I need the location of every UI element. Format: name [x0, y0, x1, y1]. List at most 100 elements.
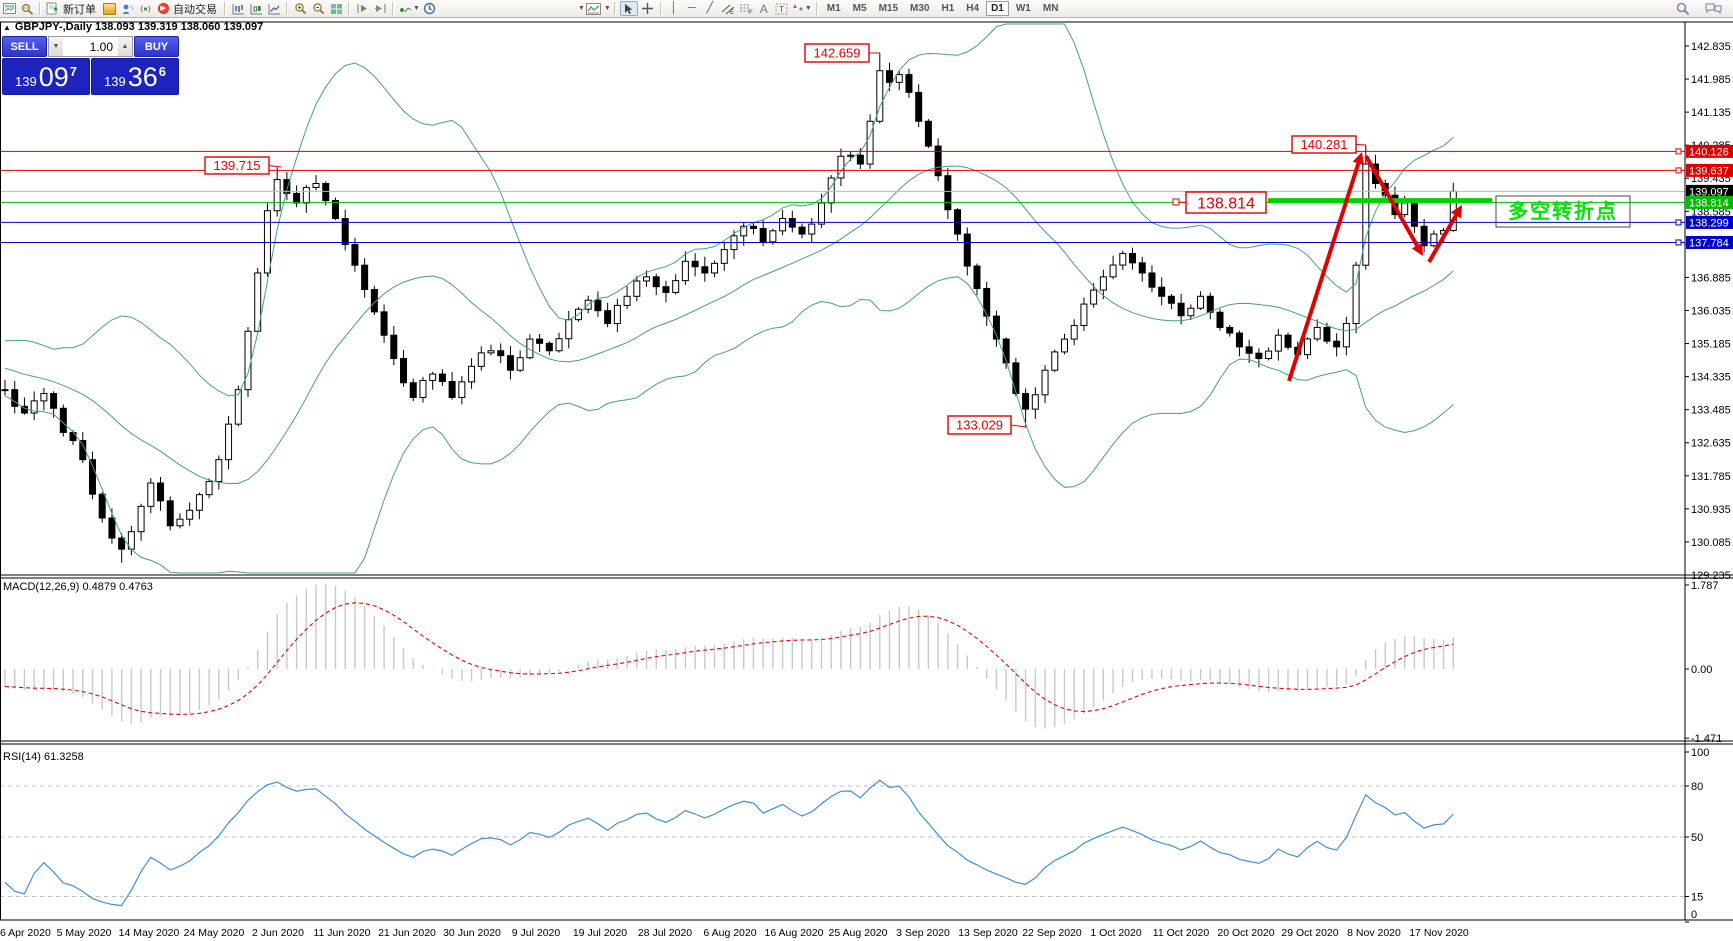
- chevron-down-icon[interactable]: ▼: [603, 5, 611, 12]
- timeframe-button-h4[interactable]: H4: [966, 3, 980, 14]
- chevron-down-icon[interactable]: ▼: [577, 5, 585, 12]
- timeframe-button-m30[interactable]: M30: [910, 3, 930, 14]
- chat-icon[interactable]: [1705, 1, 1722, 16]
- candlestick-chart-button[interactable]: [248, 1, 264, 16]
- svg-text:1 Oct 2020: 1 Oct 2020: [1090, 927, 1142, 939]
- line-chart-button[interactable]: [266, 1, 282, 16]
- chevron-down-icon: ▼: [804, 5, 812, 12]
- price-tag-142.659: [804, 43, 870, 63]
- timeframe-button-d1[interactable]: D1: [986, 1, 1009, 16]
- price-tag-133.029: [947, 415, 1012, 435]
- toolbar-right-icons: [1674, 1, 1723, 16]
- template-icon[interactable]: [586, 1, 602, 16]
- svg-text:138.814: 138.814: [1689, 197, 1729, 209]
- sell-price-display[interactable]: 139 09 7: [2, 58, 90, 95]
- price-tag-139.715: [204, 156, 270, 175]
- svg-text:100: 100: [1691, 747, 1709, 759]
- timeframe-button-w1[interactable]: W1: [1015, 3, 1031, 14]
- volume-stepper: ▼ ▲: [48, 36, 133, 57]
- toolbar-separator: [224, 2, 226, 15]
- note-text: 多空转折点: [1508, 199, 1618, 223]
- volume-input[interactable]: [63, 37, 118, 56]
- zoom-in-button[interactable]: [292, 1, 308, 16]
- shapes-tool[interactable]: ▼: [792, 1, 812, 16]
- svg-text:141.985: 141.985: [1691, 74, 1731, 86]
- svg-text:132.635: 132.635: [1691, 438, 1731, 450]
- buy-price-display[interactable]: 139 36 6: [91, 58, 179, 95]
- toolbar-group-file: [0, 0, 36, 17]
- svg-text:138.299: 138.299: [1689, 217, 1729, 229]
- indicator-add-button[interactable]: ▼: [398, 1, 420, 16]
- chart-shift-button[interactable]: [372, 1, 388, 16]
- one-click-collapse-icon[interactable]: ▲: [3, 22, 11, 32]
- toolbar-separator: [39, 2, 41, 15]
- svg-text:140.281: 140.281: [1301, 137, 1348, 152]
- svg-text:138.585: 138.585: [1691, 206, 1731, 218]
- svg-text:0.00: 0.00: [1691, 664, 1712, 676]
- zoom-out-button[interactable]: [310, 1, 326, 16]
- profiles-icon[interactable]: [19, 1, 35, 16]
- svg-text:3 Sep 2020: 3 Sep 2020: [896, 927, 950, 939]
- chevron-down-icon: ▼: [413, 5, 420, 12]
- price-tag-140.281: [1291, 135, 1357, 154]
- toolbar-group-templates: ▼ ▼: [577, 0, 611, 17]
- label-tool[interactable]: T: [774, 1, 790, 16]
- trendline-tool[interactable]: ╱: [706, 2, 714, 14]
- svg-text:11 Oct 2020: 11 Oct 2020: [1153, 927, 1210, 939]
- autotrading-button[interactable]: 自动交易: [173, 3, 217, 16]
- search-icon[interactable]: [1675, 1, 1691, 16]
- chart-symbol-info: ▲ GBPJPY-,Daily 138.093 139.319 138.060 …: [3, 21, 263, 33]
- svg-text:24 May 2020: 24 May 2020: [184, 927, 245, 939]
- bollinger-lower-band: [4, 276, 1454, 574]
- terminal-icon[interactable]: [101, 1, 117, 16]
- new-chart-icon[interactable]: [1, 1, 17, 16]
- cursor-tool-button[interactable]: [619, 1, 638, 16]
- volume-down-button[interactable]: ▼: [49, 37, 63, 56]
- svg-text:133.485: 133.485: [1691, 405, 1731, 417]
- timeframe-button-h1[interactable]: H1: [941, 3, 955, 14]
- svg-text:50: 50: [1691, 832, 1703, 844]
- period-clock-icon[interactable]: [422, 1, 438, 16]
- new-order-button[interactable]: 新订单: [63, 3, 96, 16]
- timeframe-button-m1[interactable]: M1: [826, 3, 841, 14]
- svg-text:16 Aug 2020: 16 Aug 2020: [765, 927, 824, 939]
- svg-text:138.814: 138.814: [1197, 195, 1255, 212]
- svg-text:1.787: 1.787: [1691, 580, 1719, 592]
- equidistant-channel-tool[interactable]: E: [720, 1, 736, 16]
- text-tool[interactable]: A: [759, 1, 768, 16]
- svg-text:-1.471: -1.471: [1691, 733, 1722, 745]
- toolbar-group-trade: 新订单 ▶ 自动交易: [44, 0, 221, 17]
- svg-text:28 Jul 2020: 28 Jul 2020: [638, 927, 692, 939]
- trend-arrow-1: [1287, 162, 1361, 382]
- bar-chart-button[interactable]: [230, 1, 246, 16]
- signals-icon[interactable]: [137, 1, 153, 16]
- price-tag-138.814: [1185, 191, 1267, 214]
- svg-text:137.784: 137.784: [1689, 237, 1729, 249]
- buy-button[interactable]: BUY: [134, 36, 179, 57]
- community-icon[interactable]: [119, 1, 135, 16]
- timeframe-button-m5[interactable]: M5: [852, 3, 867, 14]
- autoscroll-button[interactable]: [354, 1, 370, 16]
- volume-up-button[interactable]: ▲: [118, 37, 132, 56]
- timeframe-button-m15[interactable]: M15: [878, 3, 899, 14]
- fibonacci-tool[interactable]: F: [738, 1, 754, 16]
- timeframe-button-mn[interactable]: MN: [1042, 3, 1059, 14]
- bollinger-middle-band: [4, 165, 1454, 485]
- svg-text:F: F: [749, 10, 753, 15]
- svg-text:22 Sep 2020: 22 Sep 2020: [1022, 927, 1082, 939]
- svg-text:5 May 2020: 5 May 2020: [57, 927, 112, 939]
- bollinger-upper-band: [4, 23, 1454, 397]
- sell-button[interactable]: SELL: [2, 36, 47, 57]
- svg-text:130.935: 130.935: [1691, 504, 1731, 516]
- autotrading-icon[interactable]: ▶: [155, 1, 171, 16]
- svg-text:136.885: 136.885: [1691, 272, 1731, 284]
- svg-text:21 Jun 2020: 21 Jun 2020: [378, 927, 436, 939]
- new-order-icon[interactable]: [45, 1, 61, 16]
- tile-windows-button[interactable]: [328, 1, 344, 16]
- svg-text:141.135: 141.135: [1691, 107, 1731, 119]
- crosshair-tool-button[interactable]: [640, 1, 656, 16]
- trend-arrow-2: [1364, 155, 1419, 247]
- horizontal-line-tool[interactable]: ─: [687, 2, 696, 14]
- vertical-line-tool[interactable]: │: [670, 2, 678, 14]
